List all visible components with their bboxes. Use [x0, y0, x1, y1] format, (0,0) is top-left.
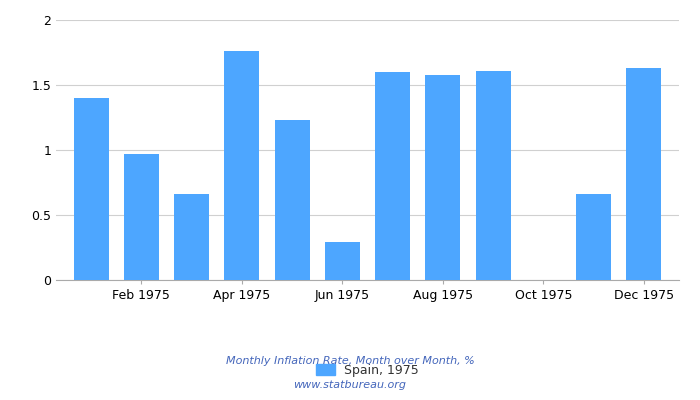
Bar — [475, 71, 511, 280]
Bar — [274, 120, 309, 280]
Text: www.statbureau.org: www.statbureau.org — [293, 380, 407, 390]
Bar — [426, 74, 461, 280]
Bar — [74, 98, 108, 280]
Bar — [576, 194, 611, 280]
Text: Monthly Inflation Rate, Month over Month, %: Monthly Inflation Rate, Month over Month… — [225, 356, 475, 366]
Legend: Spain, 1975: Spain, 1975 — [311, 359, 424, 382]
Bar — [224, 51, 260, 280]
Bar — [375, 72, 410, 280]
Bar — [626, 68, 662, 280]
Bar — [124, 154, 159, 280]
Bar — [325, 242, 360, 280]
Bar — [174, 194, 209, 280]
